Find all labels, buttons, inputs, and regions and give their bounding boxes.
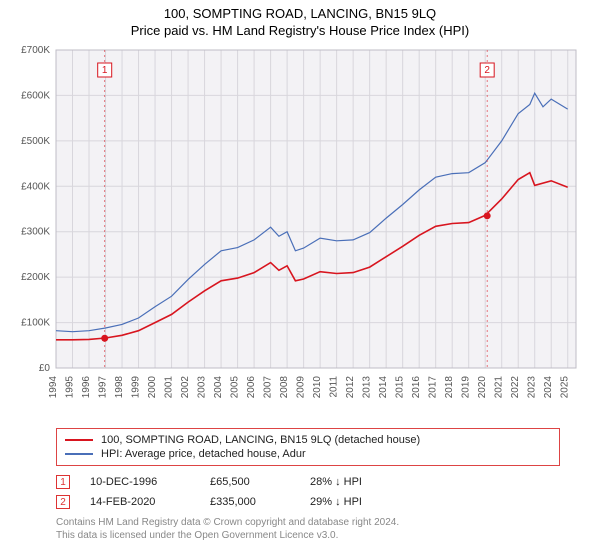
svg-text:2008: 2008 — [279, 376, 290, 399]
svg-text:2010: 2010 — [312, 376, 323, 399]
sale-date-1: 10-DEC-1996 — [90, 476, 210, 488]
svg-text:1996: 1996 — [81, 376, 92, 399]
titles: 100, SOMPTING ROAD, LANCING, BN15 9LQ Pr… — [0, 0, 600, 42]
sales-row-1: 1 10-DEC-1996 £65,500 28% ↓ HPI — [56, 472, 560, 492]
svg-text:2003: 2003 — [197, 376, 208, 399]
chart-container: 100, SOMPTING ROAD, LANCING, BN15 9LQ Pr… — [0, 0, 600, 560]
svg-text:2015: 2015 — [395, 376, 406, 399]
svg-text:£300K: £300K — [21, 227, 50, 238]
svg-text:£600K: £600K — [21, 90, 50, 101]
legend-label-hpi: HPI: Average price, detached house, Adur — [101, 448, 306, 460]
svg-text:2017: 2017 — [428, 376, 439, 399]
svg-text:2025: 2025 — [560, 376, 571, 399]
sales-table: 1 10-DEC-1996 £65,500 28% ↓ HPI 2 14-FEB… — [56, 472, 560, 512]
svg-text:2023: 2023 — [527, 376, 538, 399]
svg-text:1998: 1998 — [114, 376, 125, 399]
svg-text:2002: 2002 — [180, 376, 191, 399]
svg-text:2: 2 — [484, 65, 490, 76]
svg-text:£400K: £400K — [21, 181, 50, 192]
legend-label-property: 100, SOMPTING ROAD, LANCING, BN15 9LQ (d… — [101, 434, 420, 446]
svg-text:2022: 2022 — [510, 376, 521, 399]
legend-swatch-hpi — [65, 453, 93, 455]
svg-text:£500K: £500K — [21, 136, 50, 147]
svg-text:1999: 1999 — [131, 376, 142, 399]
sale-diff-2: 29% ↓ HPI — [310, 496, 430, 508]
svg-text:2004: 2004 — [213, 376, 224, 399]
legend-box: 100, SOMPTING ROAD, LANCING, BN15 9LQ (d… — [56, 428, 560, 466]
sale-price-2: £335,000 — [210, 496, 310, 508]
svg-text:2009: 2009 — [296, 376, 307, 399]
svg-text:2001: 2001 — [164, 376, 175, 399]
legend-row-hpi: HPI: Average price, detached house, Adur — [65, 447, 551, 461]
footer: Contains HM Land Registry data © Crown c… — [56, 516, 560, 542]
svg-text:2019: 2019 — [461, 376, 472, 399]
svg-text:2020: 2020 — [477, 376, 488, 399]
svg-text:1997: 1997 — [98, 376, 109, 399]
svg-text:1995: 1995 — [65, 376, 76, 399]
sale-date-2: 14-FEB-2020 — [90, 496, 210, 508]
svg-text:2007: 2007 — [263, 376, 274, 399]
svg-text:£100K: £100K — [21, 318, 50, 329]
legend-row-property: 100, SOMPTING ROAD, LANCING, BN15 9LQ (d… — [65, 433, 551, 447]
svg-text:2018: 2018 — [444, 376, 455, 399]
svg-text:£700K: £700K — [21, 45, 50, 56]
svg-text:2005: 2005 — [230, 376, 241, 399]
svg-text:£0: £0 — [39, 363, 51, 374]
sale-marker-1: 1 — [56, 475, 70, 489]
svg-text:1994: 1994 — [48, 376, 59, 399]
title-subtitle: Price paid vs. HM Land Registry's House … — [0, 23, 600, 38]
svg-text:2006: 2006 — [246, 376, 257, 399]
svg-text:2024: 2024 — [543, 376, 554, 399]
chart-zone: £0 £100K £200K £300K £400K £500K £600K £700K 199… — [0, 42, 600, 422]
legend-swatch-property — [65, 439, 93, 441]
svg-text:1: 1 — [102, 65, 108, 76]
sales-row-2: 2 14-FEB-2020 £335,000 29% ↓ HPI — [56, 492, 560, 512]
title-address: 100, SOMPTING ROAD, LANCING, BN15 9LQ — [0, 6, 600, 21]
svg-text:2011: 2011 — [329, 376, 340, 398]
chart-svg: £0 £100K £200K £300K £400K £500K £600K £700K 199… — [0, 42, 600, 422]
svg-text:2021: 2021 — [494, 376, 505, 399]
svg-text:2013: 2013 — [362, 376, 373, 399]
svg-text:2014: 2014 — [378, 376, 389, 399]
sale-marker-2: 2 — [56, 495, 70, 509]
footer-line-1: Contains HM Land Registry data © Crown c… — [56, 516, 560, 529]
svg-text:2000: 2000 — [147, 376, 158, 399]
svg-text:2016: 2016 — [411, 376, 422, 399]
sale-diff-1: 28% ↓ HPI — [310, 476, 430, 488]
sale-price-1: £65,500 — [210, 476, 310, 488]
svg-text:£200K: £200K — [21, 272, 50, 283]
footer-line-2: This data is licensed under the Open Gov… — [56, 529, 560, 542]
svg-text:2012: 2012 — [345, 376, 356, 399]
